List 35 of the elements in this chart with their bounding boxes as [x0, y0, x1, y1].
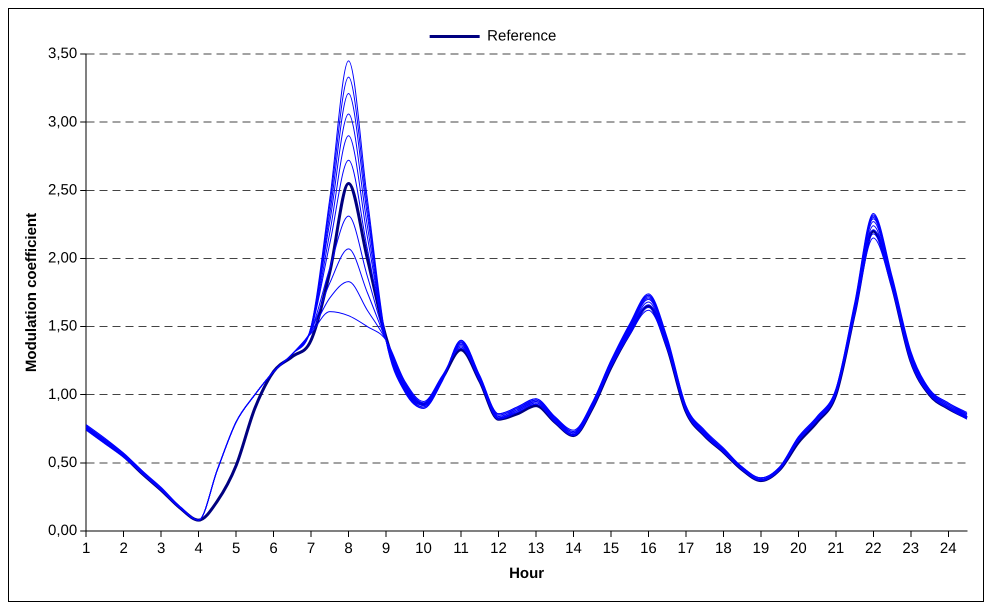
y-tick-label: 2,50 — [48, 181, 78, 198]
y-tick-label: 1,50 — [48, 318, 78, 335]
x-tick-label: 17 — [678, 540, 694, 558]
x-tick-label: 24 — [940, 540, 957, 558]
y-tick-label: 2,00 — [48, 250, 78, 267]
legend-label: Reference — [487, 28, 556, 45]
x-tick-label: 14 — [565, 540, 582, 558]
x-tick-label: 7 — [306, 540, 316, 558]
x-tick-label: 19 — [752, 540, 770, 558]
x-tick-label: 21 — [827, 540, 844, 558]
x-tick-label: 15 — [602, 540, 620, 558]
x-tick-label: 1 — [82, 540, 90, 558]
x-tick-label: 16 — [640, 540, 657, 558]
x-tick-label: 23 — [902, 540, 920, 558]
y-tick-label: 0,50 — [48, 454, 78, 471]
y-tick-label: 3,50 — [48, 45, 78, 62]
x-tick-label: 6 — [269, 540, 278, 558]
x-tick-label: 3 — [156, 540, 166, 558]
x-tick-label: 12 — [490, 540, 507, 558]
x-tick-label: 8 — [344, 540, 353, 558]
x-tick-label: 5 — [232, 540, 240, 558]
x-tick-label: 4 — [194, 540, 203, 558]
x-tick-label: 18 — [715, 540, 732, 558]
x-tick-label: 20 — [790, 540, 807, 558]
x-tick-label: 10 — [415, 540, 432, 558]
x-tick-label: 11 — [453, 540, 469, 558]
x-tick-label: 13 — [528, 540, 544, 558]
y-tick-label: 1,00 — [48, 386, 78, 403]
x-tick-label: 9 — [382, 540, 390, 558]
y-tick-label: 0,00 — [48, 522, 78, 540]
y-axis-title: Modulation coefficient — [23, 212, 40, 372]
x-tick-label: 2 — [120, 540, 128, 558]
x-tick-label: 22 — [864, 540, 882, 558]
x-axis-title: Hour — [509, 565, 544, 582]
y-tick-label: 3,00 — [48, 113, 78, 130]
